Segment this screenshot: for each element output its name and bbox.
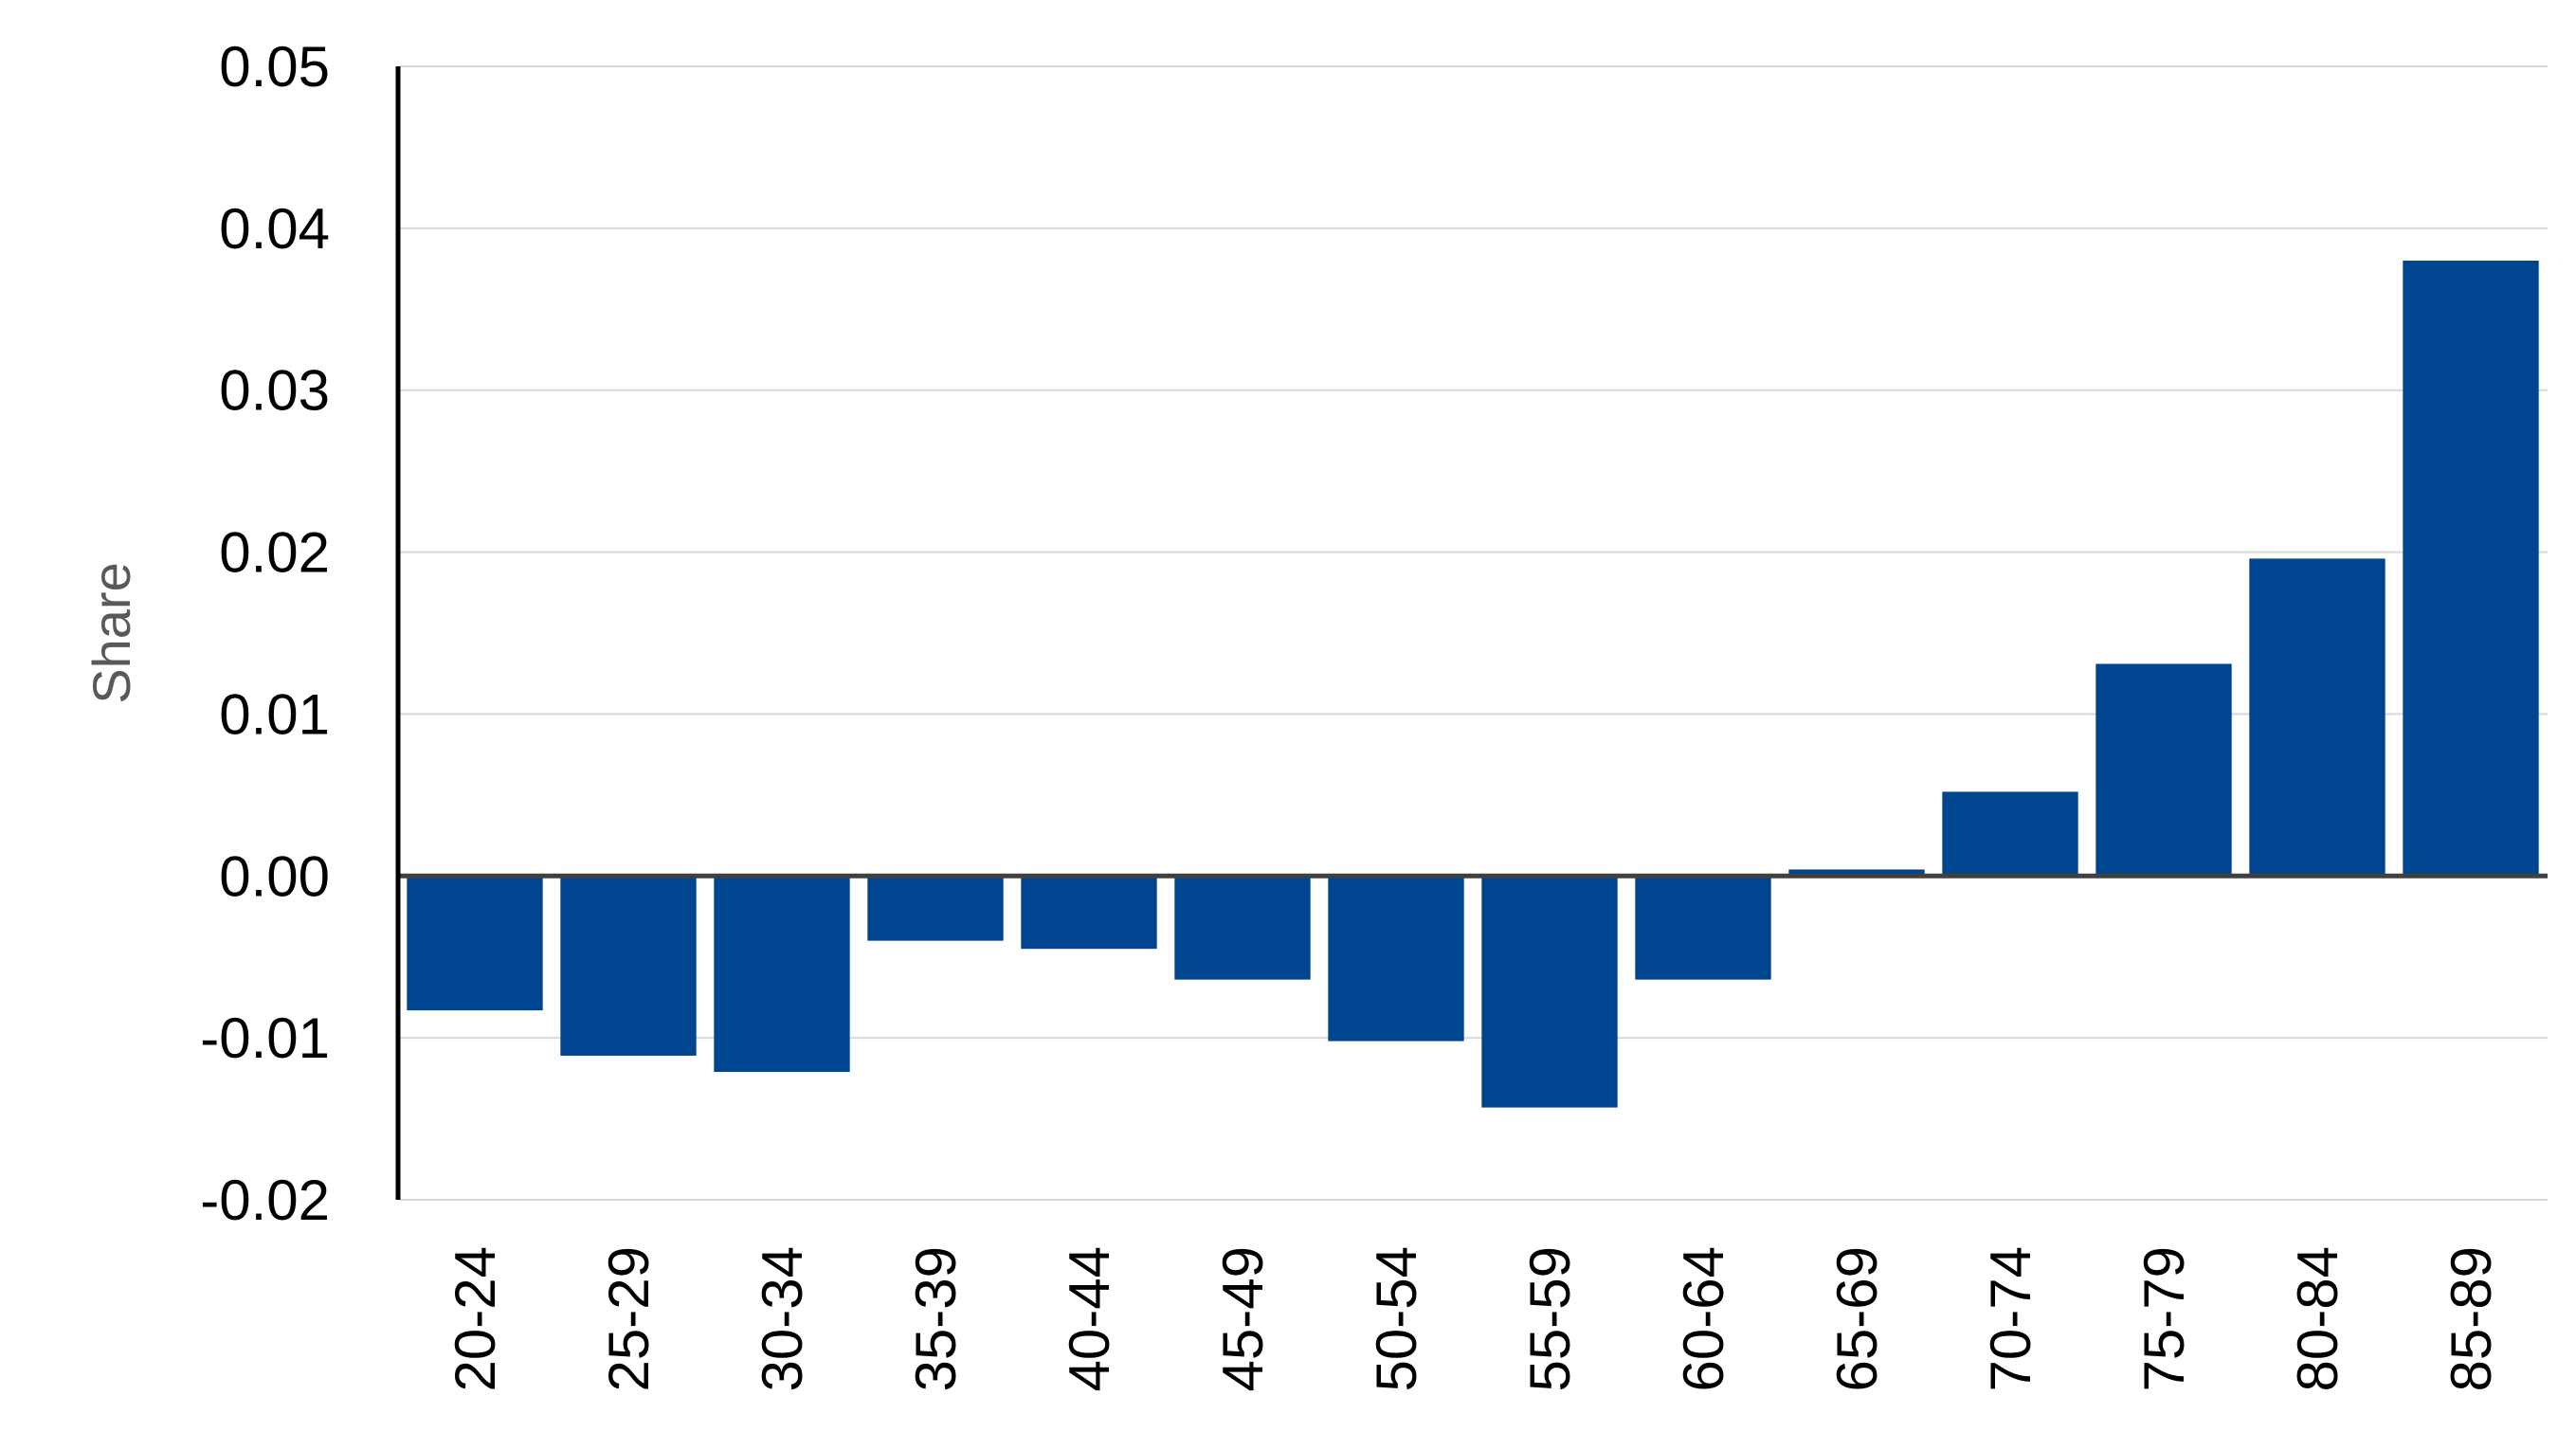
bar-45-49: [1174, 876, 1311, 980]
x-tick-label: 20-24: [444, 1246, 507, 1391]
bar-75-79: [2095, 663, 2232, 877]
x-tick-label: 85-89: [2440, 1246, 2503, 1391]
y-tick-label: 0.04: [219, 197, 330, 261]
bar-25-29: [560, 876, 697, 1056]
bar-85-89: [2403, 261, 2539, 877]
y-tick-label: 0.05: [219, 35, 330, 99]
x-tick-label: 80-84: [2286, 1246, 2349, 1391]
x-tick-label: 45-49: [1211, 1246, 1275, 1391]
bar-65-69: [1788, 869, 1925, 877]
bars: [407, 261, 2539, 1108]
x-tick-label: 55-59: [1518, 1246, 1582, 1391]
bar-60-64: [1635, 876, 1771, 980]
bar-55-59: [1481, 876, 1618, 1108]
x-tick-label: 35-39: [904, 1246, 968, 1391]
bar-30-34: [714, 876, 850, 1073]
x-tick-label: 60-64: [1672, 1246, 1735, 1391]
x-tick-label: 30-34: [751, 1246, 814, 1391]
y-tick-label: -0.02: [200, 1169, 330, 1232]
y-tick-labels: -0.02 -0.01 0.00 0.01 0.02 0.03 0.04 0.05: [200, 35, 330, 1232]
y-tick-label: 0.01: [219, 682, 330, 746]
y-tick-label: 0.00: [219, 844, 330, 908]
y-tick-label: -0.01: [200, 1006, 330, 1070]
bar-40-44: [1021, 876, 1157, 950]
y-tick-label: 0.03: [219, 359, 330, 423]
x-tick-label: 75-79: [2132, 1246, 2196, 1391]
bar-70-74: [1942, 791, 2078, 877]
y-tick-label: 0.02: [219, 521, 330, 585]
x-tick-label: 40-44: [1058, 1246, 1121, 1391]
x-tick-label: 65-69: [1825, 1246, 1889, 1391]
y-axis-title: Share: [82, 562, 141, 703]
x-tick-label: 50-54: [1365, 1246, 1428, 1391]
x-tick-label: 70-74: [1979, 1246, 2042, 1391]
bar-50-54: [1328, 876, 1464, 1042]
bar-80-84: [2249, 558, 2386, 877]
x-tick-labels: 20-24 25-29 30-34 35-39 40-44 45-49 50-54 55-59…: [444, 1246, 2503, 1391]
bar-20-24: [407, 876, 543, 1011]
bar-35-39: [867, 876, 1004, 941]
axes: [395, 66, 2548, 1200]
x-tick-label: 25-29: [597, 1246, 661, 1391]
